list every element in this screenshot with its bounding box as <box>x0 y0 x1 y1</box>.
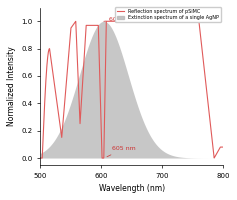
Text: 604 nm: 604 nm <box>104 17 132 22</box>
Legend: Reflection spectrum of pSiMC, Extinction spectrum of a single AgNP: Reflection spectrum of pSiMC, Extinction… <box>115 7 221 22</box>
Y-axis label: Normalized Intensity: Normalized Intensity <box>7 46 16 126</box>
X-axis label: Wavelength (nm): Wavelength (nm) <box>99 184 165 193</box>
Text: 605 nm: 605 nm <box>107 146 136 157</box>
